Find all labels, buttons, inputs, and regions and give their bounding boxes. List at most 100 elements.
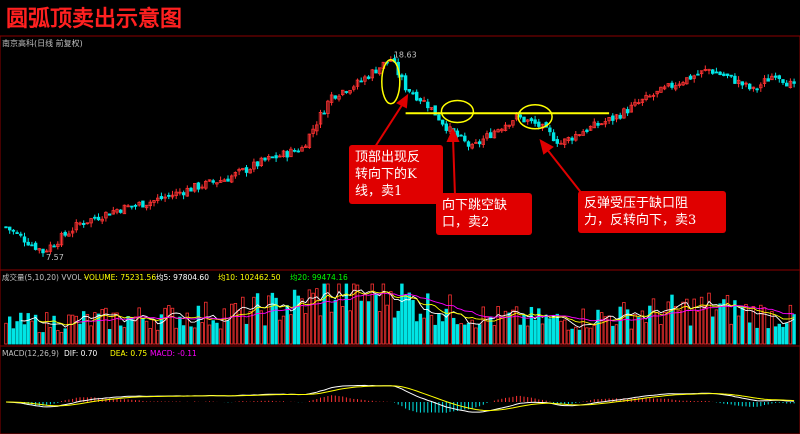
candle — [115, 208, 119, 215]
volume-bar — [204, 301, 208, 345]
volume-bar — [196, 305, 201, 345]
volume-bar — [570, 328, 574, 345]
candle — [618, 112, 622, 120]
volume-bar — [337, 283, 341, 345]
volume-bar — [563, 319, 567, 345]
candle — [19, 231, 23, 238]
volume-bar — [625, 309, 630, 345]
volume-bar — [622, 302, 626, 345]
candle — [792, 78, 796, 88]
macd-dea-line — [6, 385, 795, 411]
candle — [511, 120, 515, 128]
volume-bar — [548, 318, 552, 345]
volume-bar — [174, 327, 178, 345]
volume-bar — [37, 332, 41, 345]
candle — [788, 78, 793, 89]
volume-bar — [555, 313, 559, 345]
volume-bar — [218, 328, 223, 345]
volume-bar — [526, 325, 530, 345]
volume-bar — [292, 289, 297, 345]
volume-bar — [481, 306, 485, 345]
candle — [766, 74, 770, 82]
candle — [685, 77, 689, 85]
volume-bar — [492, 325, 497, 345]
volume-ma10-line — [39, 290, 795, 326]
candle — [340, 89, 345, 97]
volume-bar — [692, 298, 696, 345]
volume-bar — [244, 323, 249, 345]
low-price-label: 7.57 — [46, 253, 64, 262]
volume-bar — [137, 307, 141, 345]
volume-bar — [611, 325, 615, 345]
volume-bar — [633, 314, 637, 345]
candle — [96, 213, 101, 221]
candle — [448, 122, 452, 135]
candle — [322, 110, 326, 115]
candle — [563, 138, 567, 149]
macd-series — [5, 384, 795, 413]
volume-bar — [56, 330, 60, 345]
candle — [22, 232, 27, 247]
candle — [488, 128, 493, 139]
macd-dif-line — [5, 384, 795, 413]
volume-bar — [688, 325, 693, 345]
volume-bar — [518, 324, 522, 345]
volume-bar — [152, 319, 156, 345]
candle — [714, 67, 719, 74]
volume-bar — [255, 293, 260, 345]
volume-bar — [463, 324, 467, 345]
candle — [93, 214, 97, 221]
candle — [748, 83, 752, 91]
candle — [770, 73, 774, 81]
candle — [414, 89, 419, 102]
candle — [633, 98, 637, 107]
volume-bar — [41, 332, 45, 345]
candle — [407, 89, 411, 94]
candle — [585, 128, 589, 134]
volume-bar — [119, 325, 123, 345]
candle — [485, 130, 489, 141]
candle — [607, 117, 611, 125]
candle — [548, 125, 552, 136]
volume-bar — [307, 289, 312, 345]
candle — [644, 91, 648, 102]
volume-bar — [263, 325, 267, 345]
candle — [278, 154, 282, 158]
candle — [614, 113, 619, 123]
candle — [411, 90, 415, 95]
candle — [581, 129, 585, 136]
annotation-arrows — [372, 93, 584, 197]
candle — [126, 204, 130, 208]
volume-bar — [366, 301, 371, 345]
candle — [611, 113, 615, 125]
volume-ma20: 均20: 99474.16 — [290, 272, 348, 282]
candle — [352, 84, 356, 92]
volume-bar — [192, 327, 197, 345]
candle — [640, 98, 645, 106]
volume-indicator-name: 成交量(5,10,20) VVOL - — [2, 272, 87, 282]
macd-dea: DEA: 0.75 — [110, 349, 147, 358]
volume-bar — [392, 317, 397, 345]
candle — [566, 136, 571, 144]
volume-bar — [248, 311, 252, 345]
volume-bar — [592, 325, 596, 345]
candle — [174, 188, 178, 199]
volume-bar — [111, 312, 115, 345]
volume-bar — [229, 303, 234, 345]
volume-bar — [699, 296, 704, 345]
candle — [233, 171, 238, 179]
volume-bar — [226, 320, 230, 345]
candle — [429, 107, 434, 111]
candle — [363, 74, 367, 86]
candle — [725, 73, 730, 79]
volume-bar — [714, 309, 719, 345]
volume-bar — [540, 323, 545, 345]
volume-bar — [70, 314, 75, 345]
volume-bar — [67, 314, 71, 345]
volume-bar — [7, 316, 12, 345]
volume-bar — [270, 292, 275, 345]
volume-bar — [344, 283, 349, 345]
volume-bar — [655, 312, 659, 345]
candle — [418, 97, 423, 105]
volume-bar — [733, 300, 737, 345]
